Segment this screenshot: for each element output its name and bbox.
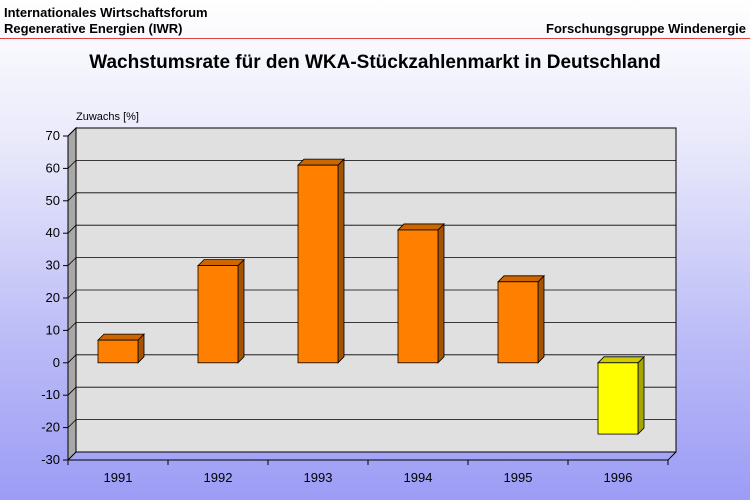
y-tick-label: -20 bbox=[41, 420, 60, 435]
bar bbox=[197, 258, 245, 364]
bar-top bbox=[397, 223, 445, 231]
y-tick-label: 40 bbox=[46, 225, 60, 240]
y-tick-label: 70 bbox=[46, 128, 60, 143]
x-tick-label: 1996 bbox=[604, 470, 633, 485]
x-tick-label: 1994 bbox=[404, 470, 433, 485]
bar bbox=[397, 222, 445, 364]
header-org-name: Internationales Wirtschaftsforum bbox=[4, 5, 208, 20]
y-tick-label: -10 bbox=[41, 387, 60, 402]
x-tick-labels: 1991 1992 1993 1994 1995 1996 bbox=[104, 470, 633, 485]
axes bbox=[63, 135, 677, 465]
header-org-subname: Regenerative Energien (IWR) bbox=[4, 21, 183, 36]
gridline-depth bbox=[67, 451, 77, 461]
x-tick-label: 1993 bbox=[304, 470, 333, 485]
bar-top bbox=[597, 356, 645, 364]
y-tick-label: 10 bbox=[46, 322, 60, 337]
y-tick-label: 30 bbox=[46, 258, 60, 273]
plot-background bbox=[67, 126, 677, 462]
header-research-group: Forschungsgruppe Windenergie bbox=[546, 21, 746, 36]
bar-top bbox=[497, 275, 545, 283]
x-tick-label: 1992 bbox=[204, 470, 233, 485]
gridline-depth bbox=[67, 322, 77, 331]
gridline-depth bbox=[67, 224, 77, 234]
gridline-depth bbox=[67, 160, 77, 169]
bar bbox=[97, 333, 145, 364]
gridline-depth bbox=[67, 192, 77, 202]
gridline-depth bbox=[67, 419, 77, 428]
y-tick-labels: 70 60 50 40 30 20 10 0 -10 -20 -30 bbox=[41, 128, 60, 467]
gridline-depth bbox=[67, 354, 77, 364]
gridline-depth bbox=[67, 386, 77, 396]
gridline-depth bbox=[67, 127, 77, 137]
x-tick-label: 1995 bbox=[504, 470, 533, 485]
bar-side bbox=[437, 222, 445, 364]
gridline-depth bbox=[67, 289, 77, 299]
y-tick-label: 50 bbox=[46, 193, 60, 208]
bar-front bbox=[497, 281, 539, 364]
bar-front bbox=[97, 339, 139, 364]
bar-front bbox=[297, 164, 339, 364]
header-left: Internationales Wirtschaftsforum Regener… bbox=[4, 5, 208, 37]
bar bbox=[297, 158, 345, 364]
x-tick-label: 1991 bbox=[104, 470, 133, 485]
x-axis-floor-edge bbox=[667, 451, 677, 461]
chart-title: Wachstumsrate für den WKA-Stückzahlenmar… bbox=[89, 52, 661, 73]
gridlines bbox=[67, 127, 676, 461]
bar-front bbox=[597, 362, 639, 435]
bars bbox=[97, 158, 645, 436]
bar-top bbox=[97, 333, 145, 341]
y-tick-label: 60 bbox=[46, 160, 60, 175]
bar bbox=[597, 355, 645, 436]
bar bbox=[497, 274, 545, 364]
bar-front bbox=[397, 229, 439, 364]
y-tick-label: -30 bbox=[41, 452, 60, 467]
y-tick-label: 0 bbox=[53, 355, 60, 370]
bar-side bbox=[637, 355, 645, 436]
bar-side bbox=[337, 158, 345, 364]
gridline-depth bbox=[67, 257, 77, 266]
bar-side bbox=[537, 274, 545, 364]
header-divider bbox=[0, 38, 750, 39]
y-axis-label: Zuwachs [%] bbox=[76, 111, 139, 123]
y-tick-label: 20 bbox=[46, 290, 60, 305]
bar-side bbox=[237, 258, 245, 364]
bar-top bbox=[297, 158, 345, 166]
bar-top bbox=[197, 259, 245, 267]
bar-front bbox=[197, 265, 239, 364]
